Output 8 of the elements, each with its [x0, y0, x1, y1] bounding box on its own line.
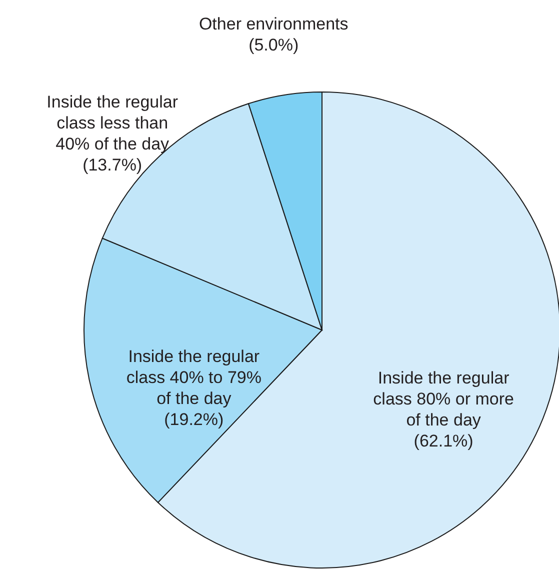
data-label: (5.0%) — [248, 35, 299, 54]
data-label: (19.2%) — [164, 410, 224, 429]
slice-label: Inside the regular class less than 40% of the day — [46, 92, 178, 154]
data-label: (62.1%) — [414, 432, 474, 451]
slice-label: Inside the regular class 40% to 79% of the day — [126, 346, 262, 408]
slice-label: Inside the regular class 80% or more of the day — [373, 368, 514, 430]
data-label: (13.7%) — [82, 155, 142, 174]
slice-label: Other environments — [198, 14, 348, 34]
